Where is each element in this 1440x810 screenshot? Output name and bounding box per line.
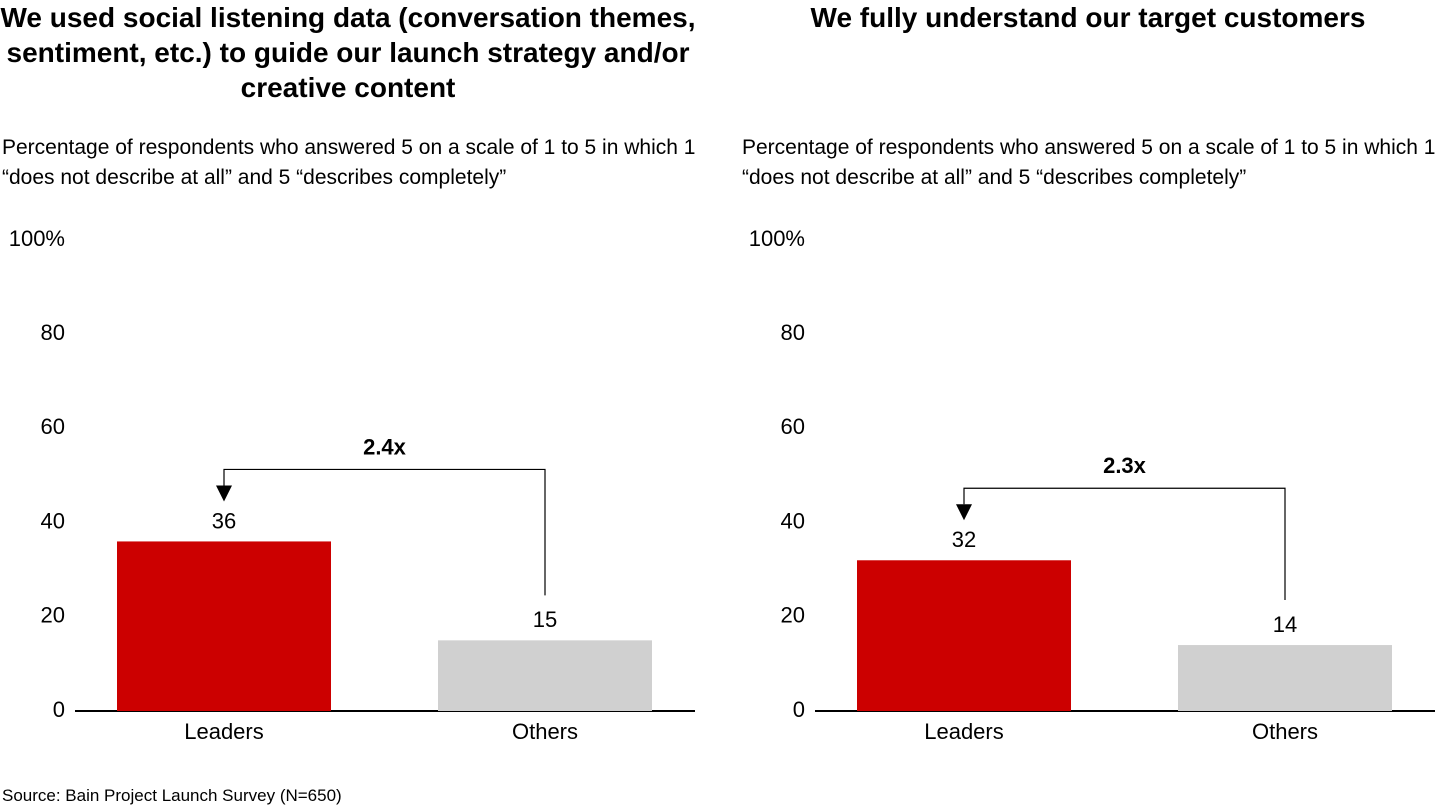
y-tick-label: 0 <box>793 697 805 722</box>
chart-subtitle: Percentage of respondents who answered 5… <box>2 136 696 189</box>
value-label: 36 <box>212 508 236 533</box>
annotation-bracket <box>223 468 546 596</box>
y-tick-label: 100% <box>9 226 65 251</box>
y-tick-label: 80 <box>781 320 805 345</box>
x-tick-label: Leaders <box>184 719 264 744</box>
bar <box>117 541 331 711</box>
annotation-arrow <box>956 504 972 521</box>
annotation-label: 2.3x <box>1103 453 1147 478</box>
y-tick-label: 0 <box>53 697 65 722</box>
y-tick-label: 40 <box>41 508 65 533</box>
y-tick-label: 80 <box>41 320 65 345</box>
annotation-label: 2.4x <box>363 434 407 459</box>
chart-title: We used social listening data (conversat… <box>0 2 696 103</box>
x-tick-label: Others <box>1252 719 1318 744</box>
x-tick-label: Others <box>512 719 578 744</box>
y-tick-label: 20 <box>781 603 805 628</box>
bar <box>857 560 1071 711</box>
bar <box>1178 645 1392 711</box>
x-tick-label: Leaders <box>924 719 1004 744</box>
chart-subtitle: Percentage of respondents who answered 5… <box>742 136 1436 189</box>
source-note: Source: Bain Project Launch Survey (N=65… <box>2 786 342 805</box>
y-tick-label: 100% <box>749 226 805 251</box>
value-label: 32 <box>952 527 976 552</box>
annotation-bracket <box>963 487 1286 601</box>
y-tick-label: 20 <box>41 603 65 628</box>
y-tick-label: 60 <box>781 414 805 439</box>
value-label: 15 <box>533 607 557 632</box>
y-tick-label: 40 <box>781 508 805 533</box>
chart-title: We fully understand our target customers <box>810 2 1366 33</box>
annotation-arrow <box>216 485 232 502</box>
bar <box>438 640 652 711</box>
value-label: 14 <box>1273 612 1297 637</box>
y-tick-label: 60 <box>41 414 65 439</box>
